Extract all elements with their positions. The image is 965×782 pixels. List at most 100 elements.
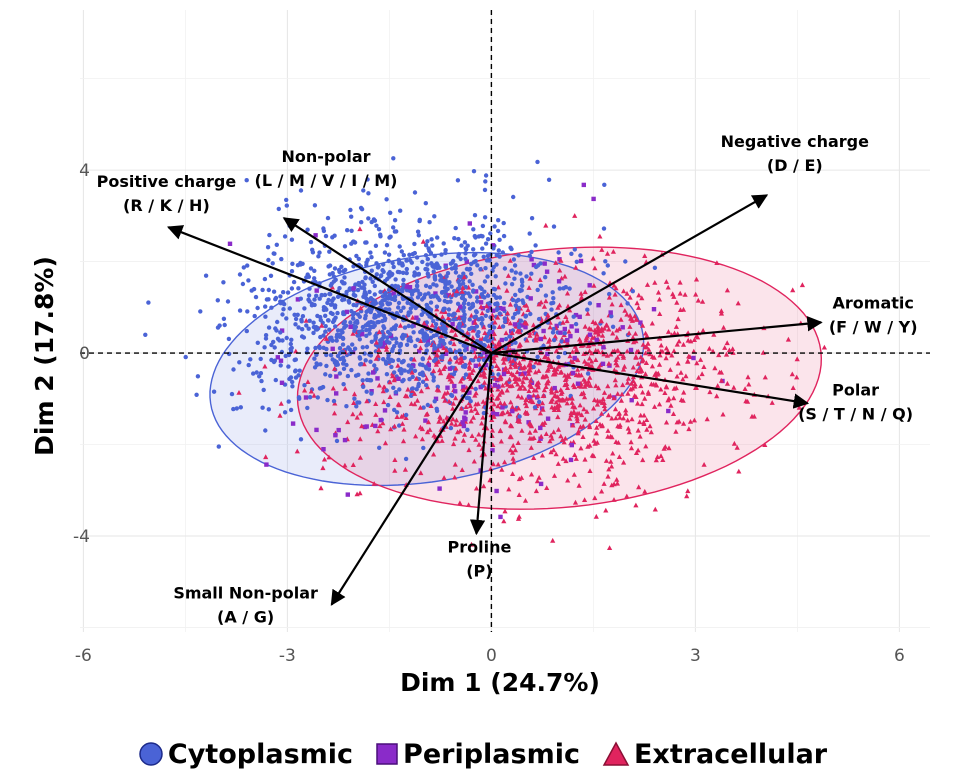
point-extracellular (625, 380, 631, 385)
point-cytoplasmic (397, 423, 402, 428)
point-cytoplasmic (330, 357, 335, 362)
point-extracellular (476, 441, 482, 447)
point-cytoplasmic (366, 216, 371, 221)
point-extracellular (501, 518, 507, 524)
point-periplasmic (545, 351, 550, 357)
point-extracellular (609, 434, 615, 440)
point-cytoplasmic (345, 228, 350, 233)
point-cytoplasmic (392, 326, 398, 331)
point-extracellular (527, 367, 533, 373)
point-extracellular (644, 282, 651, 287)
point-periplasmic (490, 448, 495, 453)
point-periplasmic (519, 323, 525, 328)
point-extracellular (599, 411, 605, 416)
point-cytoplasmic (485, 237, 491, 242)
point-extracellular (583, 335, 589, 341)
point-extracellular (419, 436, 425, 442)
point-extracellular (461, 387, 467, 393)
x-axis-title: Dim 1 (24.7%) (400, 668, 600, 697)
point-periplasmic (484, 354, 490, 359)
point-cytoplasmic (605, 263, 610, 268)
point-cytoplasmic (396, 287, 402, 292)
point-cytoplasmic (447, 360, 452, 365)
point-cytoplasmic (312, 203, 318, 208)
point-extracellular (375, 428, 381, 434)
point-extracellular (610, 450, 616, 456)
point-cytoplasmic (226, 336, 232, 342)
point-cytoplasmic (404, 412, 409, 418)
point-extracellular (624, 348, 630, 354)
point-extracellular (628, 439, 634, 445)
point-cytoplasmic (491, 325, 497, 330)
point-extracellular (332, 366, 338, 371)
point-periplasmic (581, 182, 586, 188)
point-cytoplasmic (437, 343, 442, 348)
point-extracellular (442, 364, 448, 369)
point-cytoplasmic (536, 316, 542, 322)
point-extracellular (644, 333, 650, 338)
point-extracellular (562, 372, 568, 378)
point-extracellular (466, 447, 472, 453)
point-periplasmic (568, 457, 574, 463)
point-cytoplasmic (366, 371, 371, 376)
point-extracellular (495, 395, 501, 400)
point-cytoplasmic (422, 338, 427, 343)
point-cytoplasmic (296, 395, 302, 400)
point-cytoplasmic (365, 177, 370, 182)
point-extracellular (510, 358, 516, 364)
y-axis-title: Dim 2 (17.8%) (30, 256, 59, 456)
point-cytoplasmic (401, 305, 406, 310)
point-extracellular (441, 475, 447, 480)
point-periplasmic (666, 408, 671, 414)
point-cytoplasmic (469, 271, 474, 276)
point-cytoplasmic (245, 263, 250, 268)
point-periplasmic (344, 309, 350, 315)
point-extracellular (457, 500, 463, 506)
point-cytoplasmic (453, 270, 459, 275)
point-cytoplasmic (234, 406, 239, 411)
point-extracellular (629, 416, 635, 422)
point-cytoplasmic (528, 311, 533, 317)
point-extracellular (580, 423, 586, 429)
point-periplasmic (531, 262, 537, 268)
point-cytoplasmic (381, 262, 386, 267)
vector-label-sub: (S / T / N / Q) (798, 404, 913, 423)
point-extracellular (354, 414, 360, 420)
point-extracellular (605, 383, 611, 389)
point-cytoplasmic (527, 253, 532, 258)
point-cytoplasmic (485, 274, 490, 279)
point-periplasmic (345, 492, 350, 497)
point-cytoplasmic (263, 428, 268, 433)
point-extracellular (350, 330, 356, 336)
point-cytoplasmic (496, 218, 501, 223)
point-extracellular (446, 372, 452, 378)
point-extracellular (516, 476, 522, 482)
point-extracellular (663, 279, 669, 284)
point-cytoplasmic (253, 294, 259, 300)
point-cytoplasmic (351, 316, 356, 321)
point-cytoplasmic (601, 271, 606, 276)
point-cytoplasmic (368, 353, 374, 358)
point-extracellular (615, 423, 621, 429)
x-tick-label: 6 (894, 646, 905, 666)
point-extracellular (469, 433, 475, 438)
point-extracellular (582, 416, 588, 422)
point-extracellular (303, 318, 309, 323)
point-cytoplasmic (520, 283, 525, 288)
point-cytoplasmic (339, 328, 344, 333)
point-extracellular (580, 390, 587, 395)
point-cytoplasmic (442, 341, 447, 346)
point-cytoplasmic (326, 264, 331, 269)
point-cytoplasmic (292, 312, 297, 317)
point-cytoplasmic (400, 379, 405, 384)
point-cytoplasmic (317, 345, 322, 351)
point-extracellular (789, 371, 795, 377)
point-cytoplasmic (278, 363, 283, 368)
point-extracellular (562, 377, 568, 382)
point-extracellular (630, 374, 636, 380)
point-cytoplasmic (462, 298, 468, 303)
point-extracellular (603, 322, 609, 328)
point-extracellular (558, 258, 564, 263)
point-extracellular (392, 457, 398, 462)
point-extracellular (724, 287, 730, 293)
